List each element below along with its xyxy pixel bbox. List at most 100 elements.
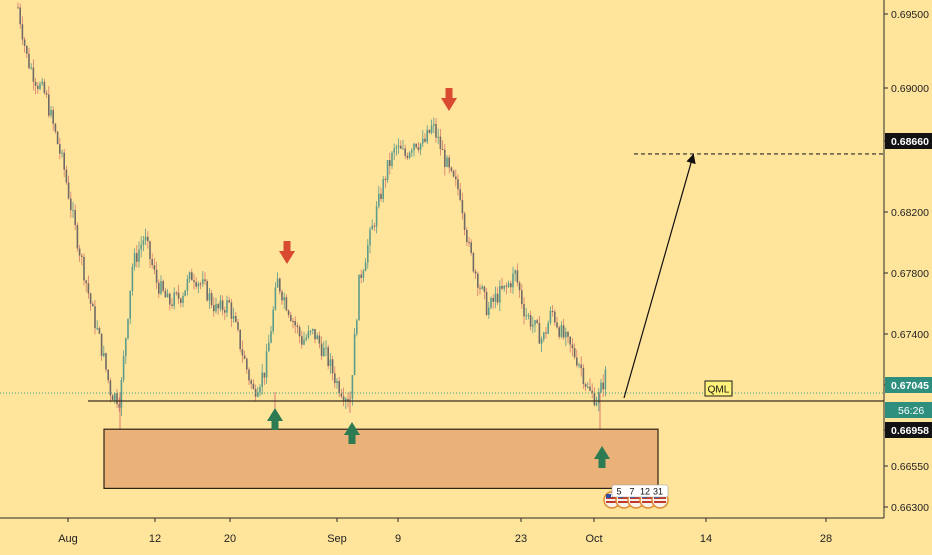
candle-body bbox=[70, 198, 72, 211]
candle-body bbox=[241, 349, 244, 356]
candle-body bbox=[532, 324, 534, 327]
arrow-up-icon bbox=[344, 422, 360, 444]
candle-body bbox=[219, 300, 222, 309]
candle-body bbox=[162, 281, 164, 291]
candle-body bbox=[426, 129, 428, 142]
price-tag bbox=[885, 377, 932, 393]
candle-body bbox=[589, 386, 591, 391]
candle-body bbox=[136, 253, 138, 262]
candle-body bbox=[133, 253, 136, 267]
candle-body bbox=[430, 125, 433, 133]
candle-body bbox=[360, 274, 362, 278]
candle-body bbox=[406, 155, 409, 158]
candle-body bbox=[268, 342, 270, 352]
candle-body bbox=[208, 293, 211, 301]
candle-body bbox=[17, 7, 19, 9]
candle-body bbox=[155, 269, 158, 283]
candle-body bbox=[512, 273, 514, 288]
candle-body bbox=[527, 315, 530, 317]
candle-body bbox=[74, 210, 76, 226]
candle-body bbox=[109, 380, 112, 396]
candle-body bbox=[371, 225, 373, 230]
demand-zone bbox=[103, 428, 659, 490]
candle-body bbox=[261, 372, 263, 387]
countdown-label: 56:26 bbox=[898, 405, 924, 417]
candle-body bbox=[204, 279, 206, 282]
candle-body bbox=[444, 149, 446, 167]
candle-body bbox=[202, 279, 204, 284]
candle-body bbox=[598, 392, 600, 403]
candle-body bbox=[186, 279, 189, 291]
candle-body bbox=[479, 287, 481, 289]
candle-body bbox=[118, 404, 120, 408]
candle-body bbox=[285, 297, 288, 311]
candle-body bbox=[492, 297, 494, 302]
candle-body bbox=[428, 129, 431, 133]
candle-body bbox=[404, 148, 406, 156]
candle-body bbox=[235, 315, 237, 323]
candle-body bbox=[191, 272, 193, 281]
candle-body bbox=[408, 152, 411, 158]
candle-body bbox=[94, 306, 96, 329]
candle-body bbox=[356, 320, 358, 334]
candle-body bbox=[243, 355, 246, 359]
candle-body bbox=[98, 327, 101, 334]
candle-body bbox=[600, 382, 602, 393]
candle-body bbox=[573, 348, 576, 358]
candle-body bbox=[580, 364, 582, 368]
candle-body bbox=[37, 85, 39, 89]
candle-body bbox=[215, 304, 217, 312]
candle-body bbox=[56, 131, 59, 145]
arrow-down-icon bbox=[441, 88, 457, 111]
candle-body bbox=[569, 336, 571, 345]
candle-body bbox=[111, 395, 114, 401]
candle-body bbox=[463, 213, 466, 230]
candle-body bbox=[239, 329, 241, 350]
candle-body bbox=[78, 248, 81, 256]
candle-body bbox=[558, 327, 560, 337]
candle-body bbox=[226, 300, 228, 313]
candle-body bbox=[358, 274, 360, 321]
candle-body bbox=[45, 93, 48, 95]
event-badges[interactable]: 5 7 12 31 bbox=[603, 484, 669, 509]
candle-body bbox=[129, 290, 131, 319]
candle-body bbox=[433, 123, 435, 126]
candle-body bbox=[28, 53, 30, 69]
candle-body bbox=[298, 327, 301, 337]
candle-body bbox=[131, 266, 134, 291]
x-tick-label: Aug bbox=[58, 533, 78, 545]
candle-body bbox=[437, 136, 439, 138]
projection-arrow bbox=[623, 153, 696, 399]
candle-body bbox=[92, 303, 94, 307]
candle-body bbox=[180, 298, 182, 303]
candle-body bbox=[342, 396, 345, 401]
candle-body bbox=[105, 353, 107, 370]
candle-body bbox=[571, 344, 574, 349]
candle-body bbox=[584, 384, 587, 387]
event-badge-number: 5 bbox=[616, 487, 621, 497]
x-tick-label: 28 bbox=[820, 533, 832, 545]
candle-body bbox=[459, 189, 461, 200]
candle-body bbox=[303, 339, 305, 345]
candle-body bbox=[312, 328, 314, 331]
event-badge-number: 7 bbox=[629, 487, 634, 497]
candle-body bbox=[604, 369, 607, 390]
candle-body bbox=[565, 331, 567, 338]
candle-body bbox=[450, 167, 453, 171]
candle-body bbox=[259, 386, 261, 393]
candle-body bbox=[103, 353, 105, 356]
candle-body bbox=[587, 386, 589, 388]
candle-body bbox=[417, 147, 420, 150]
candle-body bbox=[521, 290, 523, 305]
candle-body bbox=[485, 291, 488, 315]
candle-body bbox=[63, 152, 65, 170]
y-tick-label: 0.69500 bbox=[891, 9, 929, 21]
candle-body bbox=[329, 359, 332, 366]
candle-body bbox=[496, 293, 499, 303]
candle-body bbox=[481, 286, 483, 289]
candle-body bbox=[217, 304, 219, 309]
candle-body bbox=[305, 337, 307, 340]
candle-body bbox=[210, 293, 213, 306]
candle-body bbox=[158, 282, 160, 294]
